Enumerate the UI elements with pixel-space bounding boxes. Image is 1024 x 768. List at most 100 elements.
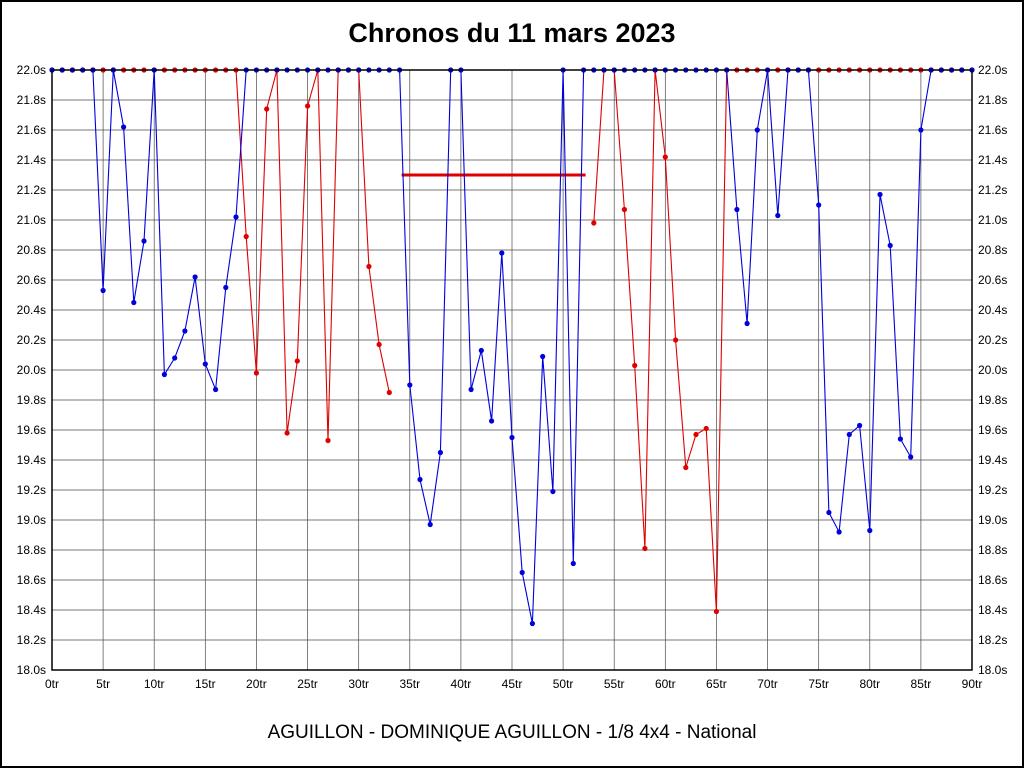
svg-text:45tr: 45tr [502,677,523,691]
data-point [591,220,597,226]
data-point [100,287,106,294]
svg-text:18.8s: 18.8s [978,543,1007,557]
data-point [253,370,259,376]
data-point [284,430,290,436]
data-point [632,362,638,369]
svg-text:21.8s: 21.8s [978,93,1007,107]
svg-text:20.6s: 20.6s [17,273,46,287]
svg-text:20.8s: 20.8s [17,243,46,257]
svg-text:20tr: 20tr [246,677,267,691]
data-point [908,454,914,460]
data-point [540,353,546,360]
svg-text:21.4s: 21.4s [978,153,1007,167]
svg-text:18.6s: 18.6s [17,573,46,587]
svg-text:20.0s: 20.0s [978,363,1007,377]
grid [52,70,972,670]
svg-text:75tr: 75tr [808,677,829,691]
data-point [570,560,576,567]
svg-text:18.6s: 18.6s [978,573,1007,587]
svg-text:19.2s: 19.2s [17,483,46,497]
chart-caption: AGUILLON - DOMINIQUE AGUILLON - 1/8 4x4 … [267,722,757,743]
svg-text:21.2s: 21.2s [17,183,46,197]
svg-text:50tr: 50tr [553,677,574,691]
data-point [754,127,760,133]
chart-title: Chronos du 11 mars 2023 [348,18,676,48]
data-point [642,545,648,552]
data-point [366,263,372,270]
svg-text:5tr: 5tr [96,677,110,691]
data-point [223,284,229,291]
svg-text:19.2s: 19.2s [978,483,1007,497]
svg-text:18.0s: 18.0s [17,663,46,677]
svg-text:55tr: 55tr [604,677,625,691]
data-point [857,422,863,429]
svg-text:19.6s: 19.6s [978,423,1007,437]
svg-text:18.4s: 18.4s [978,603,1007,617]
svg-text:21.8s: 21.8s [17,93,46,107]
plot-border [51,69,973,671]
svg-text:18.0s: 18.0s [978,663,1007,677]
svg-text:10tr: 10tr [144,677,165,691]
data-point [673,337,679,343]
data-point [550,488,556,495]
data-point [437,449,443,456]
svg-text:30tr: 30tr [348,677,369,691]
data-point [836,529,842,535]
data-point [376,341,382,348]
svg-text:20.2s: 20.2s [17,333,46,347]
data-point [294,358,300,364]
svg-text:21.2s: 21.2s [978,183,1007,197]
data-point [489,418,495,424]
data-point [386,389,392,396]
data-point [243,233,249,240]
data-point [693,431,699,438]
data-point [417,476,423,483]
svg-text:21.4s: 21.4s [17,153,46,167]
data-point [703,425,709,432]
data-point [775,212,781,219]
data-point [509,434,515,441]
data-point [202,361,208,367]
svg-text:0tr: 0tr [45,677,59,691]
data-point [846,431,852,438]
data-point [867,527,873,534]
data-point [192,274,198,280]
data-point [478,347,484,354]
data-point [826,509,832,516]
svg-text:22.0s: 22.0s [978,63,1007,77]
svg-text:18.2s: 18.2s [17,633,46,647]
svg-text:20.8s: 20.8s [978,243,1007,257]
data-point [734,206,740,213]
svg-text:15tr: 15tr [195,677,216,691]
data-point [121,124,127,130]
svg-text:19.0s: 19.0s [17,513,46,527]
svg-text:19.8s: 19.8s [978,393,1007,407]
svg-text:22.0s: 22.0s [17,63,46,77]
data-point [468,386,474,393]
data-point [918,127,924,133]
y-axis-labels: 18.0s 18.0s 18.2s 18.2s 18.4s 18.4s 18.6s 18.6s… [17,63,1008,677]
data-point [213,386,219,393]
data-point [141,238,147,244]
svg-text:70tr: 70tr [757,677,778,691]
data-point [161,371,167,378]
data-point [305,103,311,109]
svg-text:19.8s: 19.8s [17,393,46,407]
data-point [744,320,750,327]
data-point [407,382,413,388]
data-point [519,569,525,576]
svg-text:20.0s: 20.0s [17,363,46,377]
svg-text:65tr: 65tr [706,677,727,691]
svg-text:19.0s: 19.0s [978,513,1007,527]
svg-text:18.4s: 18.4s [17,603,46,617]
svg-text:20.4s: 20.4s [978,303,1007,317]
data-point [499,250,505,256]
svg-text:19.6s: 19.6s [17,423,46,437]
svg-text:90tr: 90tr [962,677,983,691]
data-point [683,464,689,471]
svg-text:20.6s: 20.6s [978,273,1007,287]
data-point [887,242,893,249]
data-point [264,106,270,112]
